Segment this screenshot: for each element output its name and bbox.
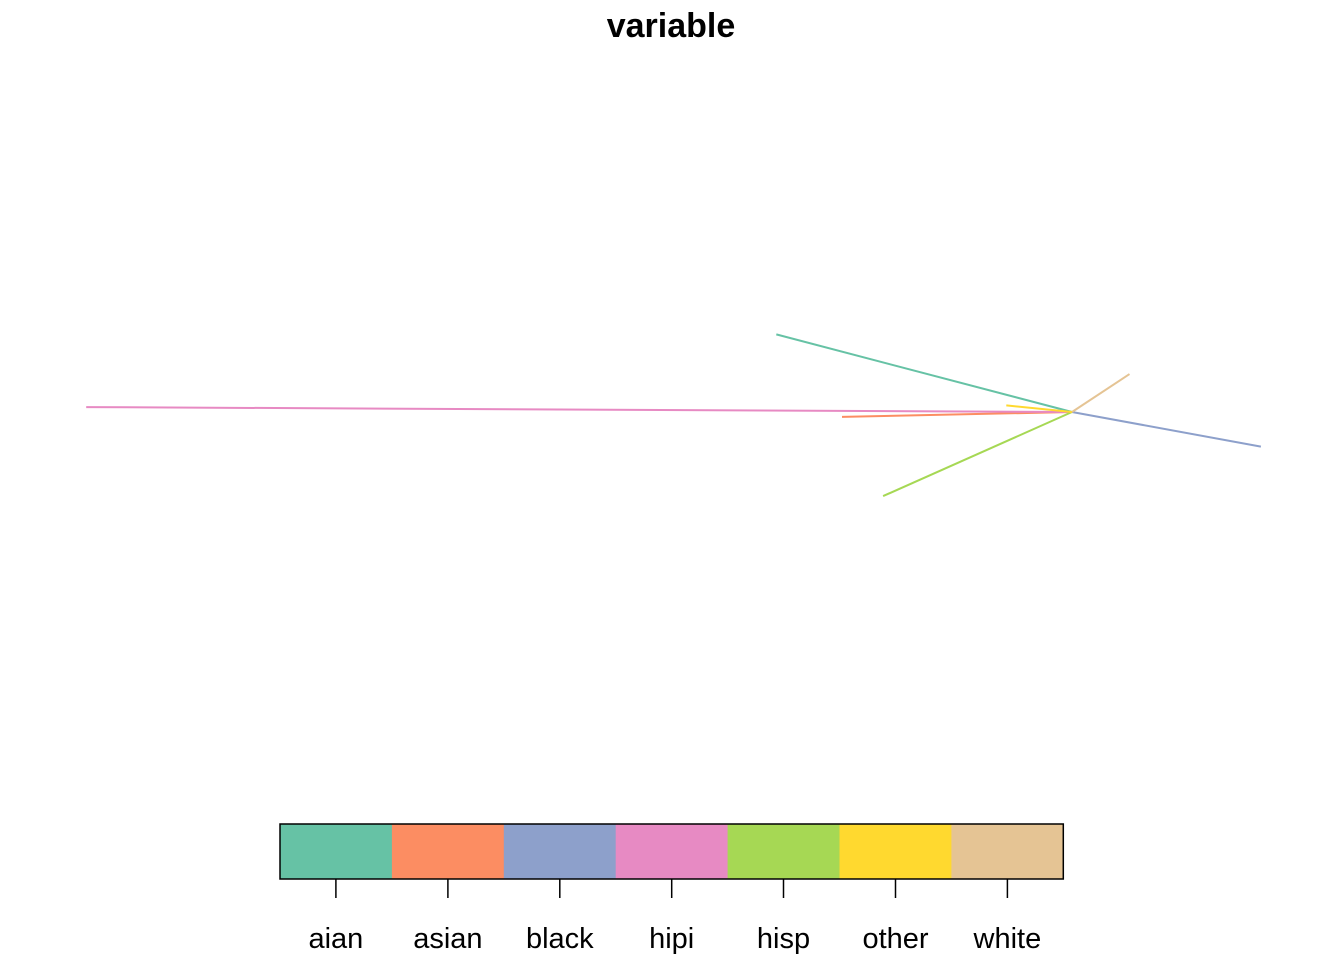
series-line-asian xyxy=(841,411,1073,418)
legend-label-hisp: hisp xyxy=(757,923,810,955)
series-line-white xyxy=(1071,373,1131,413)
legend-swatch-white xyxy=(951,824,1064,879)
legend-label-aian: aian xyxy=(308,923,363,955)
legend-label-black: black xyxy=(526,923,594,955)
series-line-hisp xyxy=(882,411,1073,498)
legend-swatch-black xyxy=(503,824,617,879)
legend-swatch-aian xyxy=(280,824,393,879)
legend-swatch-hipi xyxy=(615,824,729,879)
color-legend: aian asian black hipi hisp other white xyxy=(279,823,1065,955)
series-line-hipi xyxy=(86,406,1073,413)
chart-title: variable xyxy=(607,7,736,45)
legend-swatch-hisp xyxy=(727,824,840,879)
legend-label-other: other xyxy=(862,923,928,955)
series-line-aian xyxy=(776,333,1073,413)
series-line-other xyxy=(1006,404,1073,413)
legend-swatch-asian xyxy=(391,824,505,879)
legend-label-asian: asian xyxy=(413,923,482,955)
legend-label-hipi: hipi xyxy=(649,923,694,955)
series-line-black xyxy=(1071,411,1262,448)
legend-label-white: white xyxy=(973,923,1042,955)
legend-swatch-other xyxy=(839,824,952,879)
plot-area xyxy=(86,333,1262,498)
